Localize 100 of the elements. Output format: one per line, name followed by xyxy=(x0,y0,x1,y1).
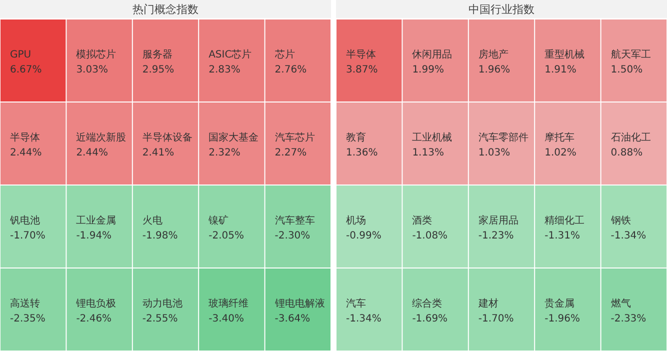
category-label: 服务器 xyxy=(142,48,172,60)
tile: 高送转 -2.35% xyxy=(0,268,66,350)
data-label: 1.50% xyxy=(610,64,643,76)
tile: 汽车芯片 2.27% xyxy=(265,102,330,184)
category-label: ASIC芯片 xyxy=(208,48,252,60)
category-label: 芯片 xyxy=(274,48,295,60)
data-label: -1.23% xyxy=(478,230,514,242)
data-label: 6.67% xyxy=(10,64,42,76)
category-label: 教育 xyxy=(346,132,366,144)
category-label: 工业金属 xyxy=(76,214,116,226)
tile: 航天军工 1.50% xyxy=(601,20,666,102)
data-label: 1.99% xyxy=(412,64,444,76)
data-label: -2.35% xyxy=(10,314,46,324)
data-label: -1.96% xyxy=(544,314,580,324)
category-label: 摩托车 xyxy=(544,132,575,144)
tile: 镍矿 -2.05% xyxy=(199,186,264,268)
text: 中国行业指数 xyxy=(468,3,534,16)
data-label: 3.03% xyxy=(76,64,108,76)
category-label: 高送转 xyxy=(10,298,40,310)
category-label: 酒类 xyxy=(412,214,432,226)
tile: 汽车整车 -2.30% xyxy=(265,186,330,268)
tile: 玻璃纤维 -3.40% xyxy=(199,268,264,350)
tile: 模拟芯片 3.03% xyxy=(66,20,132,102)
data-label: -2.33% xyxy=(610,314,646,324)
tile: 摩托车 1.02% xyxy=(535,102,600,184)
category-label: 钒电池 xyxy=(9,214,40,226)
category-label: 房地产 xyxy=(478,48,508,60)
category-label: 锂电负极 xyxy=(75,298,116,310)
data-label: 2.41% xyxy=(142,148,174,158)
data-label: -2.55% xyxy=(142,314,178,324)
category-label: 精细化工 xyxy=(544,214,585,226)
tile: 贵金属 -1.96% xyxy=(535,268,600,350)
category-label: 工业机械 xyxy=(412,132,452,144)
data-label: -0.99% xyxy=(346,230,382,242)
data-label: -1.34% xyxy=(610,230,646,242)
category-label: 模拟芯片 xyxy=(76,48,116,60)
data-label: 1.03% xyxy=(478,148,510,158)
tile: 锂电负极 -2.46% xyxy=(66,268,132,350)
data-label: -1.94% xyxy=(76,230,112,242)
data-label: 2.76% xyxy=(274,64,307,76)
text: 热门概念指数 xyxy=(132,3,198,16)
data-label: -1.34% xyxy=(346,314,382,324)
category-label: 建材 xyxy=(477,298,498,310)
tile: 酒类 -1.08% xyxy=(402,186,468,268)
tile: 家居用品 -1.23% xyxy=(468,186,534,268)
tile: ASIC芯片 2.83% xyxy=(199,20,264,102)
data-label: 2.32% xyxy=(208,148,240,158)
tile: 燃气 -2.33% xyxy=(601,268,666,350)
tile: 工业机械 1.13% xyxy=(402,102,468,184)
category-label: 石油化工 xyxy=(610,132,651,144)
data-label: 0.88% xyxy=(610,148,643,158)
data-label: -1.98% xyxy=(142,230,178,242)
tile: 动力电池 -2.55% xyxy=(132,268,198,350)
tile: 建材 -1.70% xyxy=(468,268,534,350)
tile: 钢铁 -1.34% xyxy=(601,186,666,268)
data-label: 1.13% xyxy=(412,148,444,158)
tile: 钒电池 -1.70% xyxy=(0,186,66,268)
data-label: 2.27% xyxy=(274,148,307,158)
category-label: 半导体 xyxy=(346,48,376,60)
data-label: -2.05% xyxy=(208,230,244,242)
tile: 工业金属 -1.94% xyxy=(66,186,132,268)
data-label: 2.95% xyxy=(142,64,174,76)
tile: 服务器 2.95% xyxy=(132,20,198,102)
data-label: -2.46% xyxy=(76,314,112,324)
category-label: 综合类 xyxy=(412,298,442,310)
tile: 综合类 -1.69% xyxy=(402,268,468,350)
category-label: 锂电电解液 xyxy=(274,298,325,310)
data-label: -3.64% xyxy=(274,314,310,324)
data-label: 2.83% xyxy=(208,64,240,76)
category-label: 动力电池 xyxy=(142,298,182,310)
category-label: 汽车整车 xyxy=(274,214,315,226)
tile: 精细化工 -1.31% xyxy=(535,186,600,268)
data-label: 2.44% xyxy=(76,148,108,158)
category-label: 机场 xyxy=(346,214,366,226)
category-label: 近端次新股 xyxy=(76,132,126,144)
data-label: -1.70% xyxy=(10,230,46,242)
tile: 芯片 2.76% xyxy=(265,20,330,102)
tile: 休闲用品 1.99% xyxy=(402,20,468,102)
tile: 房地产 1.96% xyxy=(468,20,534,102)
tile: 汽车零部件 1.03% xyxy=(468,102,534,184)
category-label: 燃气 xyxy=(610,298,631,310)
category-label: 镍矿 xyxy=(208,214,229,226)
category-label: 半导体 xyxy=(10,132,40,144)
category-label: 汽车芯片 xyxy=(274,132,315,144)
tile: 重型机械 1.91% xyxy=(535,20,600,102)
category-label: 家居用品 xyxy=(478,214,518,226)
data-label: 2.44% xyxy=(10,148,42,158)
data-label: -1.69% xyxy=(412,314,448,324)
tile: 半导体设备 2.41% xyxy=(132,102,198,184)
category-label: 国家大基金 xyxy=(208,132,259,144)
category-label: 休闲用品 xyxy=(412,48,452,60)
tile: GPU 6.67% xyxy=(0,20,66,102)
category-label: GPU xyxy=(10,50,32,60)
data-label: -1.08% xyxy=(412,230,448,242)
tile: 近端次新股 2.44% xyxy=(66,102,132,184)
data-label: 1.36% xyxy=(346,148,378,158)
category-label: 玻璃纤维 xyxy=(208,298,249,310)
tile: 半导体 3.87% xyxy=(336,20,402,102)
category-label: 钢铁 xyxy=(610,214,631,226)
category-label: 航天军工 xyxy=(610,48,651,60)
